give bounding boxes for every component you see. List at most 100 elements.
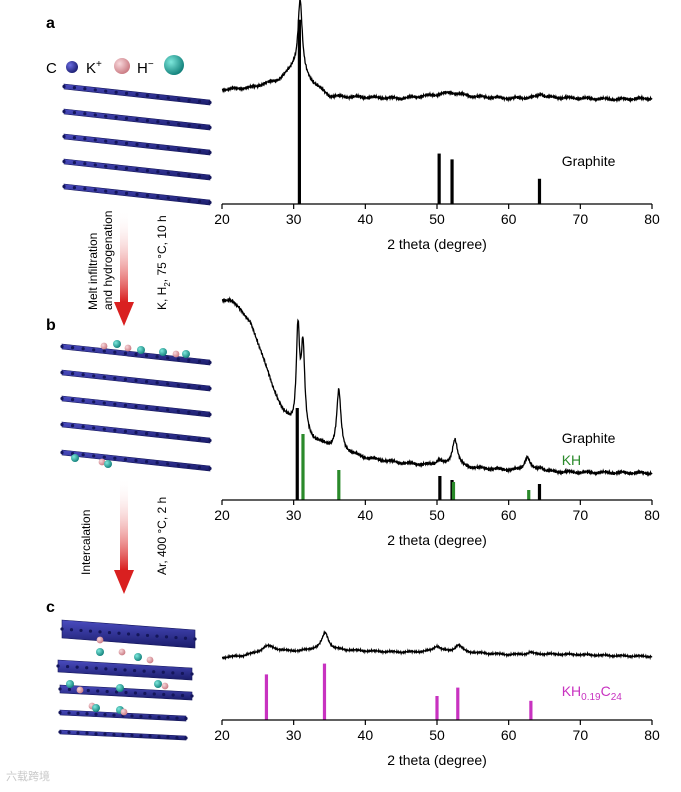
carbon-atom <box>197 124 202 128</box>
a-x-tick-label-6: 80 <box>644 211 660 227</box>
carbon-atom <box>197 465 202 469</box>
carbon-atom <box>148 715 152 719</box>
carbon-atom <box>102 427 106 431</box>
carbon-atom <box>124 91 129 95</box>
carbon-atom <box>72 111 77 115</box>
carbon-atom <box>208 438 212 443</box>
carbon-atom <box>124 166 129 170</box>
potassium-ion <box>172 350 180 358</box>
b-x-tick-label-1: 30 <box>286 507 302 523</box>
b-ref-label-1: KH <box>562 452 581 468</box>
carbon-atom <box>113 402 117 406</box>
carbon-atom <box>83 187 87 191</box>
carbon-atom <box>72 136 77 140</box>
carbon-atom <box>197 199 202 203</box>
carbon-atom <box>187 464 191 468</box>
carbon-atom <box>102 455 106 459</box>
carbon-atom <box>113 350 117 354</box>
carbon-atom <box>193 637 197 641</box>
hydride-ion <box>96 648 104 656</box>
carbon-atom <box>123 403 128 407</box>
carbon-atom <box>145 94 150 98</box>
carbon-atom <box>67 730 71 735</box>
carbon-atom <box>85 666 89 670</box>
kh-graphite-stack-schematic <box>60 340 212 472</box>
carbon-atom <box>60 396 64 401</box>
carbon-atom <box>76 711 80 715</box>
carbon-atom <box>123 351 128 355</box>
b-ref-0-stick-3 <box>537 484 542 500</box>
panel-label-b: b <box>46 317 56 334</box>
hydride-ion <box>182 350 190 358</box>
carbon-atom <box>130 733 134 738</box>
carbon-atom <box>92 348 96 352</box>
carbon-atom <box>126 632 131 636</box>
panel-label-a: a <box>46 15 55 32</box>
carbon-atom <box>96 689 100 693</box>
carbon-atom <box>134 378 138 383</box>
carbon-atom <box>166 735 170 739</box>
carbon-atom <box>144 406 149 410</box>
carbon-atom <box>81 373 85 377</box>
carbon-atom <box>148 734 152 738</box>
carbon-atom <box>93 163 97 167</box>
carbon-atom <box>132 668 137 673</box>
carbon-atom <box>176 409 180 413</box>
carbon-atom <box>135 192 139 197</box>
hydride-ion <box>104 460 112 468</box>
carbon-atom <box>144 432 149 436</box>
carbon-atom <box>197 385 202 389</box>
carbon-atom <box>180 693 185 698</box>
carbon-atom <box>171 671 175 675</box>
carbon-atom <box>76 731 80 735</box>
graphite-stack-schematic <box>62 83 212 206</box>
carbon-atom <box>176 463 180 467</box>
carbon-atom <box>155 407 159 411</box>
carbon-atom <box>134 430 138 435</box>
hydride-ion <box>159 348 167 356</box>
carbon-atom <box>177 97 181 101</box>
c-ref-0-stick-3 <box>456 687 460 720</box>
carbon-atom <box>166 356 170 360</box>
carbon-atom <box>155 381 159 385</box>
carbon-atom <box>124 690 128 695</box>
carbon-atom <box>104 189 108 193</box>
carbon-atom <box>155 461 159 465</box>
carbon-atom <box>86 688 90 693</box>
carbon-atom <box>208 150 212 155</box>
carbon-atom <box>114 165 118 169</box>
carbon-atom <box>197 411 202 415</box>
a-ref-0-stick-1 <box>437 153 441 204</box>
carbon-atom <box>72 161 77 165</box>
carbon-atom <box>166 382 170 386</box>
carbon-atom <box>83 137 87 141</box>
carbon-atom <box>155 634 159 638</box>
carbon-atom <box>85 731 89 735</box>
a-x-axis-label: 2 theta (degree) <box>387 236 487 252</box>
carbon-atom <box>197 359 202 363</box>
carbon-atom <box>124 191 129 195</box>
hydride-ion <box>113 340 121 348</box>
carbon-atom <box>145 633 150 638</box>
carbon-atom <box>139 714 143 718</box>
potassium-ion <box>124 344 132 352</box>
carbon-atom <box>102 375 106 379</box>
b-x-tick-label-5: 70 <box>573 507 589 523</box>
carbon-atom <box>124 141 129 145</box>
carbon-atom <box>62 109 66 114</box>
carbon-atom <box>58 710 62 715</box>
carbon-atom <box>166 408 170 412</box>
b-x-tick-label-4: 60 <box>501 507 517 523</box>
carbon-atom <box>152 670 156 674</box>
c-x-tick-label-2: 40 <box>358 727 374 743</box>
carbon-atom <box>164 635 169 639</box>
c-x-tick-label-5: 70 <box>573 727 589 743</box>
carbon-atom <box>98 630 102 634</box>
carbon-atom <box>208 412 212 417</box>
c-xrd-trace <box>221 630 653 661</box>
carbon-atom <box>208 100 212 105</box>
hydride-ion <box>137 346 145 354</box>
carbon-atom <box>134 404 138 409</box>
carbon-atom <box>105 689 109 694</box>
carbon-atom <box>197 99 202 103</box>
